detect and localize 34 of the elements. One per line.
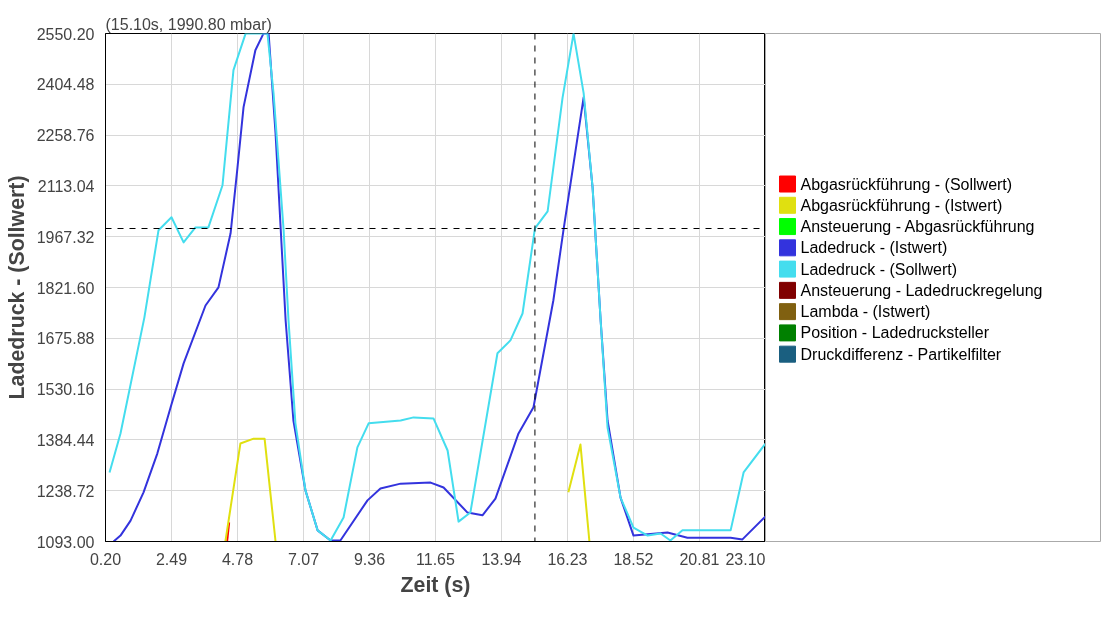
legend-label: Ladedruck - (Istwert) xyxy=(800,239,948,257)
legend-label: Ladedruck - (Sollwert) xyxy=(800,260,957,278)
x-tick-label: 2.49 xyxy=(155,550,188,568)
legend-label: Abgasrückführung - (Sollwert) xyxy=(800,175,1013,193)
y-tick-label: 2404.48 xyxy=(36,76,95,94)
y-tick-label: 2113.04 xyxy=(37,177,95,195)
x-tick-label: 9.36 xyxy=(353,550,386,568)
y-tick-label: 1967.32 xyxy=(36,228,95,246)
y-tick-label: 2258.76 xyxy=(36,127,95,145)
x-tick-label: 18.52 xyxy=(613,550,654,568)
y-tick-label: 1384.44 xyxy=(36,431,95,449)
legend-label: Lambda - (Istwert) xyxy=(800,303,931,321)
y-tick-label: 1238.72 xyxy=(36,482,95,500)
x-tick-label: 0.20 xyxy=(89,550,122,568)
x-tick-label: 4.78 xyxy=(221,550,254,568)
legend-label: Druckdifferenz - Partikelfilter xyxy=(800,345,1002,363)
legend-label: Ansteuerung - Ladedruckregelung xyxy=(800,281,1043,299)
x-tick-label: 23.10 xyxy=(725,550,766,568)
y-tick-label: 1821.60 xyxy=(36,279,95,297)
legend-label: Ansteuerung - Abgasrückführung xyxy=(800,218,1035,236)
text: (15.10s, 1990.80 mbar) xyxy=(105,15,272,33)
x-tick-label: 16.23 xyxy=(547,550,588,568)
x-axis-title: Zeit (s) xyxy=(400,572,471,597)
y-tick-label: 1093.00 xyxy=(36,533,95,551)
x-tick-label: 13.94 xyxy=(481,550,522,568)
x-tick-label: 7.07 xyxy=(287,550,320,568)
y-tick-label: 2550.20 xyxy=(36,25,95,43)
x-tick-label: 20.81 xyxy=(679,550,720,568)
y-axis-title: Ladedruck - (Sollwert) xyxy=(4,175,29,400)
y-tick-label: 1530.16 xyxy=(36,381,95,399)
y-tick-label: 1675.88 xyxy=(36,330,95,348)
legend-label: Abgasrückführung - (Istwert) xyxy=(800,196,1003,214)
x-tick-label: 11.65 xyxy=(416,550,456,568)
legend-label: Position - Ladedrucksteller xyxy=(800,324,990,342)
